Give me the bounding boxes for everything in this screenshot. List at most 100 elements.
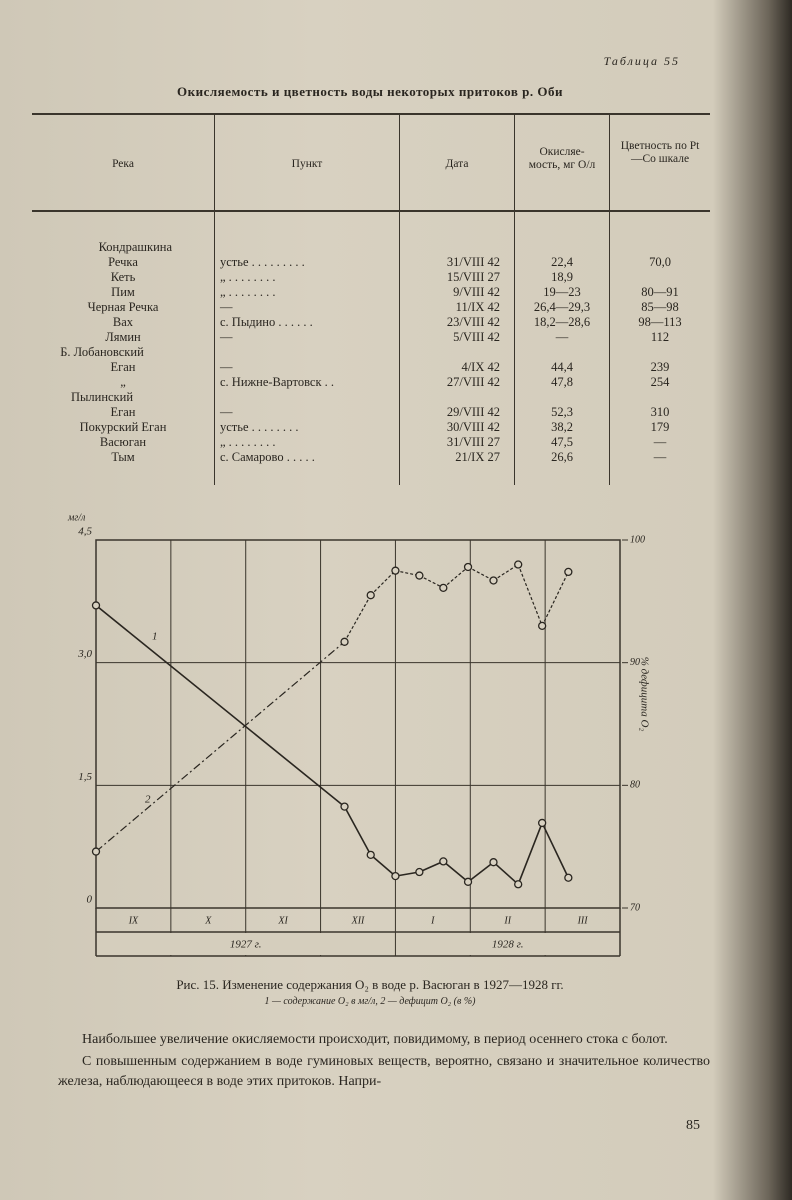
data-point: [91, 847, 101, 856]
series-line: [517, 564, 543, 627]
river: „: [120, 375, 126, 389]
table-cell: —: [220, 405, 233, 419]
col-rule: [399, 115, 400, 485]
col-rule: [609, 115, 610, 485]
series-line: [343, 806, 372, 856]
table-cell: —: [653, 435, 667, 449]
river: Васюган: [99, 435, 147, 449]
data-point: [340, 637, 349, 646]
y2-tick-label: 90: [630, 657, 640, 668]
table-cell: 38,2: [551, 420, 573, 434]
year-divider-mask: [97, 933, 619, 955]
table-cell: 15/VIII 27: [446, 270, 500, 284]
series-line: [419, 575, 444, 589]
x-tick-label: XI: [277, 915, 288, 926]
series-line: [517, 822, 543, 885]
table-cell: 31/VIII 27: [446, 435, 500, 449]
data-point: [340, 802, 349, 811]
table-cell: „ . . . . . . . .: [220, 435, 276, 449]
series-line: [442, 566, 469, 589]
table-cell: „ . . . . . . . .: [220, 270, 276, 284]
data-point: [391, 871, 400, 881]
rule: [32, 113, 710, 115]
series-line: [493, 564, 519, 581]
table-cell: 85—98: [641, 300, 679, 314]
data-point: [366, 850, 375, 859]
table-label: Таблица 55: [603, 54, 680, 68]
data-point: [366, 591, 375, 600]
data-point: [564, 567, 573, 577]
body-text: Наибольшее увеличение окисляемости проис…: [58, 1030, 710, 1092]
year-label: 1928 г.: [492, 939, 524, 951]
data-point: [463, 562, 473, 572]
river: Вах: [112, 315, 134, 329]
river: Б. Лобановский: [60, 345, 144, 359]
table-cell: 310: [650, 405, 670, 419]
table-cell: 22,4: [551, 255, 573, 269]
x-tick-label: IX: [128, 915, 139, 926]
table-cell: —: [555, 330, 569, 344]
table-cell: 47,5: [551, 435, 573, 449]
table-cell: —: [220, 300, 233, 314]
series-line: [95, 641, 345, 853]
table-cell: —: [220, 330, 233, 344]
y-tick-label: 1,5: [78, 771, 92, 783]
table-cell: 18,2—28,6: [533, 315, 591, 329]
table-cell: 26,4—29,3: [533, 300, 591, 314]
table-cell: с. Самарово . . . . .: [220, 450, 315, 464]
series-line: [541, 571, 569, 627]
series-label: 2: [145, 794, 151, 806]
data-point: [415, 571, 424, 580]
series-label: 1: [152, 631, 158, 643]
column-header: Дата: [445, 158, 469, 170]
table-cell: 80—91: [641, 285, 679, 299]
river: Речка: [108, 255, 138, 269]
caption-legend: 1 — содержание O₂ в мг/л, 2 — дефицит O₂…: [264, 996, 476, 1007]
x-tick-label: XII: [351, 915, 365, 926]
river: Покурский Еган: [79, 420, 167, 434]
caption-title: Рис. 15. Изменение содержания O₂ в воде …: [176, 977, 564, 992]
rule: [32, 210, 710, 212]
y-tick-label: 3,0: [77, 648, 92, 660]
column-header: Окисляе-мость, мг O/л: [528, 146, 596, 171]
data-point: [439, 583, 448, 592]
paragraph: Наибольшее увеличение окисляемости проис…: [82, 1032, 668, 1047]
river: Пылинский: [70, 390, 134, 404]
table-cell: 27/VIII 42: [446, 375, 500, 389]
table-cell: —: [220, 360, 233, 374]
river: Тым: [111, 450, 135, 464]
plot-frame: [95, 539, 621, 909]
series-line: [541, 822, 570, 879]
table-cell: 239: [650, 360, 670, 374]
y2-tick-label: 80: [630, 780, 640, 791]
year-label: 1927 г.: [230, 939, 262, 951]
table-cell: с. Пыдино . . . . . .: [220, 315, 313, 329]
table-cell: „ . . . . . . . .: [220, 285, 276, 299]
data-point: [439, 857, 448, 866]
col-rule: [214, 115, 215, 485]
river: Пим: [111, 285, 135, 299]
table-cell: устье . . . . . . . . .: [220, 255, 305, 269]
column-header: Цветность по Pt—Co шкале: [620, 140, 700, 165]
x-tick-label: I: [430, 915, 435, 926]
data-point: [489, 858, 498, 867]
river: Лямин: [105, 330, 141, 344]
table-cell: 23/VIII 42: [446, 315, 500, 329]
paragraph: С повышенным содержанием в воде гуминовы…: [58, 1054, 710, 1089]
page-number: 85: [686, 1118, 700, 1133]
table-cell: 112: [650, 330, 670, 344]
table-cell: 30/VIII 42: [446, 420, 500, 434]
series-line: [344, 594, 372, 643]
data-point: [415, 867, 424, 877]
table-cell: 31/VIII 42: [446, 255, 500, 269]
table-cell: 52,3: [551, 405, 573, 419]
table-cell: 44,4: [551, 360, 573, 374]
column-header: Река: [112, 158, 134, 170]
data-point: [564, 873, 573, 882]
table-cell: 5/VIII 42: [453, 330, 500, 344]
table-title: Окисляемость и цветность воды некоторых …: [177, 84, 563, 99]
table-cell: 47,8: [551, 375, 573, 389]
y2-tick-label: 100: [630, 534, 645, 545]
